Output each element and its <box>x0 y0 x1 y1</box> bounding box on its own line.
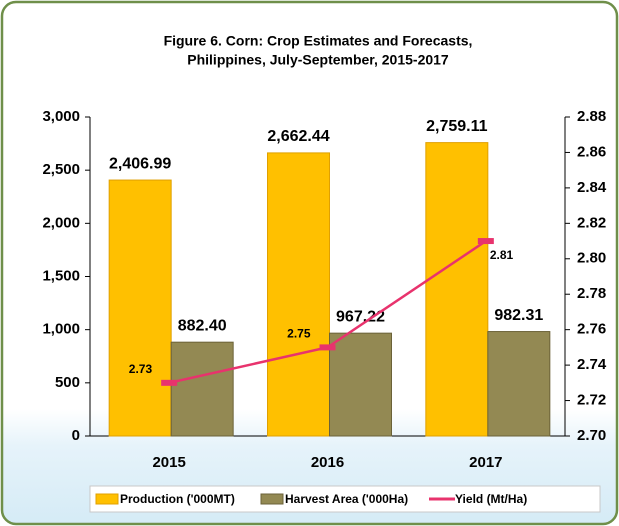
y-tick-label: 1,000 <box>42 321 80 338</box>
y2-tick-label: 2.84 <box>577 179 607 196</box>
y2-tick-label: 2.86 <box>577 143 606 160</box>
yield-marker <box>161 379 178 386</box>
bar <box>425 142 489 437</box>
legend-swatch <box>95 493 119 505</box>
bar <box>487 331 551 437</box>
legend-label: Production ('000MT) <box>120 492 235 506</box>
y-tick-label: 2,000 <box>42 214 80 231</box>
data-label: 882.40 <box>178 317 227 334</box>
y-tick-label: 500 <box>55 374 80 391</box>
y2-tick-label: 2.72 <box>577 392 606 409</box>
chart-title: Philippines, July-September, 2015-2017 <box>187 52 449 68</box>
x-tick-label: 2017 <box>469 454 502 471</box>
y2-tick-label: 2.78 <box>577 285 606 302</box>
bar <box>329 332 392 437</box>
y2-tick-label: 2.74 <box>577 356 607 373</box>
legend-label: Harvest Area ('000Ha) <box>285 492 408 506</box>
y2-tick-label: 2.70 <box>577 427 606 444</box>
legend-label: Yield (Mt/Ha) <box>455 492 527 506</box>
y2-tick-label: 2.80 <box>577 250 606 267</box>
y2-tick-label: 2.88 <box>577 108 606 125</box>
data-label: 967.22 <box>336 308 385 325</box>
yield-marker <box>477 238 494 245</box>
y2-tick-label: 2.76 <box>577 321 606 338</box>
yield-marker <box>319 344 336 351</box>
bar <box>108 179 172 437</box>
data-label: 982.31 <box>494 307 543 324</box>
x-tick-label: 2015 <box>152 454 185 471</box>
bar <box>170 341 234 437</box>
data-label: 2,662.44 <box>267 128 329 145</box>
legend-swatch <box>260 493 284 505</box>
legend-box <box>89 485 601 513</box>
y-tick-label: 3,000 <box>42 108 80 125</box>
bar <box>267 152 330 437</box>
data-label: 2,759.11 <box>426 118 488 135</box>
y-tick-label: 2,500 <box>42 161 80 178</box>
y2-tick-label: 2.82 <box>577 214 606 231</box>
data-label: 2.75 <box>287 327 311 341</box>
y-tick-label: 0 <box>72 427 80 444</box>
x-tick-label: 2016 <box>311 454 344 471</box>
chart-title: Figure 6. Corn: Crop Estimates and Forec… <box>164 33 473 49</box>
data-label: 2,406.99 <box>109 155 171 172</box>
data-label: 2.81 <box>490 248 514 262</box>
y-tick-label: 1,500 <box>42 267 80 284</box>
data-label: 2.73 <box>129 362 153 376</box>
